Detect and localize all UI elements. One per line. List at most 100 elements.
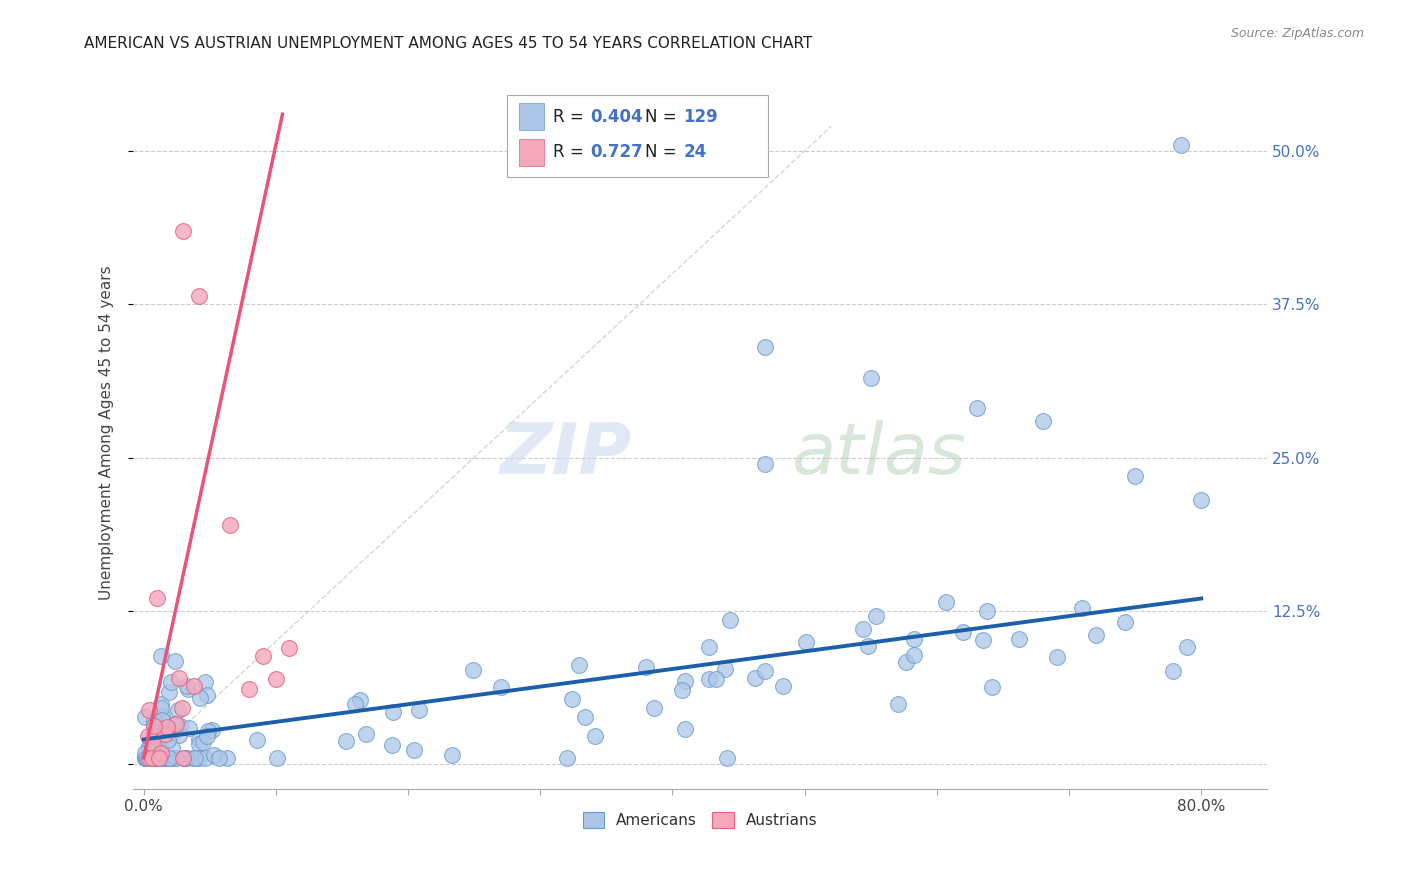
Text: 129: 129 xyxy=(683,108,718,126)
Point xyxy=(402,742,425,756)
Point xyxy=(215,751,238,765)
Point xyxy=(643,701,665,715)
Point xyxy=(136,729,159,743)
Point xyxy=(142,751,165,765)
Point xyxy=(555,751,578,765)
Point xyxy=(1123,469,1146,483)
Point xyxy=(169,727,191,741)
Point xyxy=(754,457,776,471)
Point xyxy=(183,751,205,765)
Point xyxy=(156,720,179,734)
Point xyxy=(903,648,925,662)
Point xyxy=(149,751,172,765)
Point xyxy=(138,739,160,754)
Point xyxy=(697,640,720,654)
Point xyxy=(713,661,735,675)
Point xyxy=(134,710,156,724)
Point xyxy=(568,657,591,672)
Point xyxy=(191,734,214,748)
Point xyxy=(381,705,404,719)
Point xyxy=(184,751,207,765)
Point xyxy=(138,751,160,765)
Point xyxy=(966,401,988,416)
Point xyxy=(1189,493,1212,508)
Point xyxy=(150,709,173,723)
Point xyxy=(354,727,377,741)
Point xyxy=(636,660,658,674)
Point xyxy=(852,622,875,636)
Point xyxy=(172,224,194,238)
Point xyxy=(176,679,198,693)
Point xyxy=(865,609,887,624)
Point xyxy=(744,671,766,685)
Point xyxy=(344,697,367,711)
Point xyxy=(142,737,165,751)
Point xyxy=(134,751,156,765)
Point xyxy=(718,614,741,628)
Point xyxy=(859,371,882,385)
Point xyxy=(440,747,463,762)
Point xyxy=(155,751,177,765)
Point xyxy=(195,689,218,703)
Point xyxy=(238,681,260,696)
Point xyxy=(141,751,163,765)
Point xyxy=(163,716,186,731)
Legend: Americans, Austrians: Americans, Austrians xyxy=(576,806,824,834)
Point xyxy=(754,340,776,354)
Point xyxy=(165,654,187,668)
Point xyxy=(208,751,231,765)
Point xyxy=(754,665,776,679)
Text: ZIP: ZIP xyxy=(501,420,633,489)
Point xyxy=(149,700,172,714)
Point xyxy=(278,641,301,656)
Point xyxy=(1070,601,1092,615)
Point xyxy=(146,739,169,754)
Point xyxy=(136,751,159,765)
Point xyxy=(134,746,156,760)
Point xyxy=(1007,632,1029,646)
Point xyxy=(143,742,166,756)
Point xyxy=(716,751,738,765)
Point xyxy=(152,727,174,741)
Point xyxy=(134,751,156,765)
Bar xyxy=(519,103,544,130)
Point xyxy=(153,727,176,741)
Point xyxy=(146,751,169,765)
Point xyxy=(172,751,194,765)
Point xyxy=(197,723,219,738)
Point xyxy=(157,751,180,765)
Point xyxy=(177,721,200,735)
Point xyxy=(188,690,211,705)
Point xyxy=(138,703,160,717)
Point xyxy=(202,748,225,763)
Point xyxy=(381,738,404,752)
Point xyxy=(195,729,218,743)
Point xyxy=(167,672,190,686)
Point xyxy=(704,672,727,686)
Point xyxy=(903,632,925,647)
Point xyxy=(896,656,918,670)
Point xyxy=(169,719,191,733)
Point xyxy=(165,751,187,765)
Text: N =: N = xyxy=(644,143,682,161)
Point xyxy=(176,681,198,696)
Point xyxy=(157,733,180,747)
Point xyxy=(561,692,583,706)
Point xyxy=(135,751,157,765)
Point xyxy=(1170,137,1192,152)
Point xyxy=(1114,615,1136,630)
Point xyxy=(201,723,224,737)
Point xyxy=(673,673,696,688)
Point xyxy=(160,751,183,765)
Point xyxy=(489,680,512,694)
Point xyxy=(218,517,240,532)
Point xyxy=(887,697,910,711)
Point xyxy=(149,723,172,738)
Point xyxy=(1175,640,1198,654)
Point xyxy=(143,751,166,765)
Text: AMERICAN VS AUSTRIAN UNEMPLOYMENT AMONG AGES 45 TO 54 YEARS CORRELATION CHART: AMERICAN VS AUSTRIAN UNEMPLOYMENT AMONG … xyxy=(84,36,813,51)
Point xyxy=(150,713,173,727)
Point xyxy=(160,741,183,756)
Point xyxy=(772,679,794,693)
Point xyxy=(1084,628,1107,642)
